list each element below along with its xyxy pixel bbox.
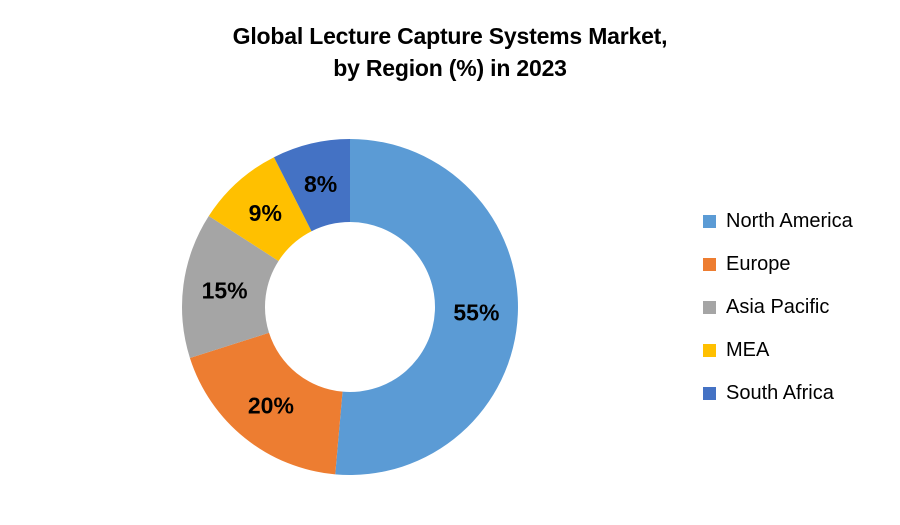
legend-swatch-icon [703, 343, 716, 357]
slice-label-south-africa: 8% [304, 171, 337, 197]
legend-label: Asia Pacific [726, 296, 830, 318]
pie-slice-asia-pacific [181, 215, 279, 358]
legend-swatch-icon [703, 257, 716, 271]
legend-label: North America [726, 210, 853, 232]
legend-item-asia-pacific: Asia Pacific [703, 293, 853, 321]
slice-label-north-america: 55% [453, 300, 499, 326]
pie-slice-north-america [335, 139, 518, 475]
legend-item-mea: MEA [703, 336, 853, 364]
legend-swatch-icon [703, 300, 716, 314]
pie-slice-south-africa [273, 139, 350, 232]
slice-label-mea: 9% [249, 200, 282, 226]
pie-slice-mea [208, 157, 312, 261]
chart-title: Global Lecture Capture Systems Market, b… [0, 20, 900, 84]
legend-item-europe: Europe [703, 250, 853, 278]
legend-label: South Africa [726, 382, 834, 404]
legend-swatch-icon [703, 386, 716, 400]
chart-title-line2: by Region (%) in 2023 [333, 55, 567, 81]
legend-item-south-africa: South Africa [703, 379, 853, 407]
legend-label: MEA [726, 339, 770, 361]
slice-label-asia-pacific: 15% [202, 277, 248, 303]
legend-swatch-icon [703, 214, 716, 228]
pie-slice-europe [189, 332, 343, 475]
chart-legend: North America Europe Asia Pacific MEA South … [703, 207, 853, 407]
legend-label: Europe [726, 253, 791, 275]
slice-label-europe: 20% [248, 393, 294, 419]
legend-item-north-america: North America [703, 207, 853, 235]
chart-title-line1: Global Lecture Capture Systems Market, [232, 23, 668, 49]
